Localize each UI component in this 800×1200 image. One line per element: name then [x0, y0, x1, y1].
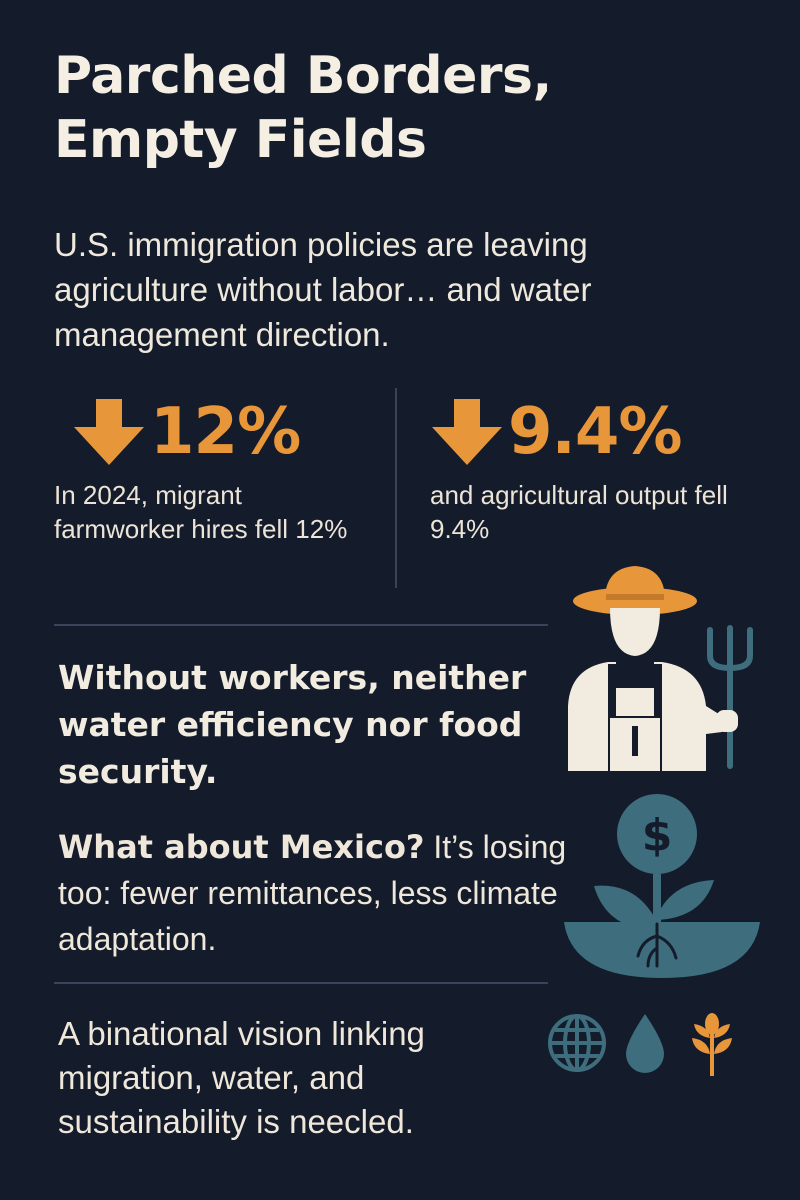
stat-output: 9.4% and agricultural output fell 9.4%	[430, 392, 780, 546]
mexico-paragraph: What about Mexico? It’s losing too: fewe…	[58, 824, 588, 962]
stat-hires: 12% In 2024, migrant farmworker hires fe…	[54, 392, 372, 546]
callout-statement: Without workers, neither water efficienc…	[58, 658, 527, 791]
arrow-down-icon	[74, 399, 144, 465]
mexico-text: It’s losing too: fewer remittances, less…	[58, 829, 567, 957]
farmer-with-pitchfork-icon	[568, 566, 753, 771]
stat-caption-output: and agricultural output fell 9.4%	[430, 480, 728, 544]
mexico-lead: What about Mexico?	[58, 828, 425, 866]
wheat-icon	[692, 1013, 732, 1076]
section-divider	[54, 982, 548, 984]
stat-value-output: 9.4%	[508, 395, 682, 469]
vertical-divider	[395, 388, 397, 588]
closing-statement: A binational vision linking migration, w…	[58, 1015, 425, 1140]
arrow-down-icon	[432, 399, 502, 465]
subtitle: U.S. immigration policies are leaving ag…	[54, 226, 592, 353]
svg-text:$: $	[642, 810, 673, 861]
stat-caption-hires: In 2024, migrant farmworker hires fell 1…	[54, 480, 348, 544]
water-drop-icon	[626, 1014, 664, 1073]
money-plant-icon: $	[564, 794, 760, 978]
title-line-2: Empty Fields	[54, 110, 427, 170]
title-line-1: Parched Borders,	[54, 46, 552, 106]
page-title: Parched Borders, Empty Fields	[54, 44, 774, 172]
globe-icon	[548, 1014, 606, 1072]
section-divider	[54, 624, 548, 626]
stat-value-hires: 12%	[150, 395, 301, 469]
